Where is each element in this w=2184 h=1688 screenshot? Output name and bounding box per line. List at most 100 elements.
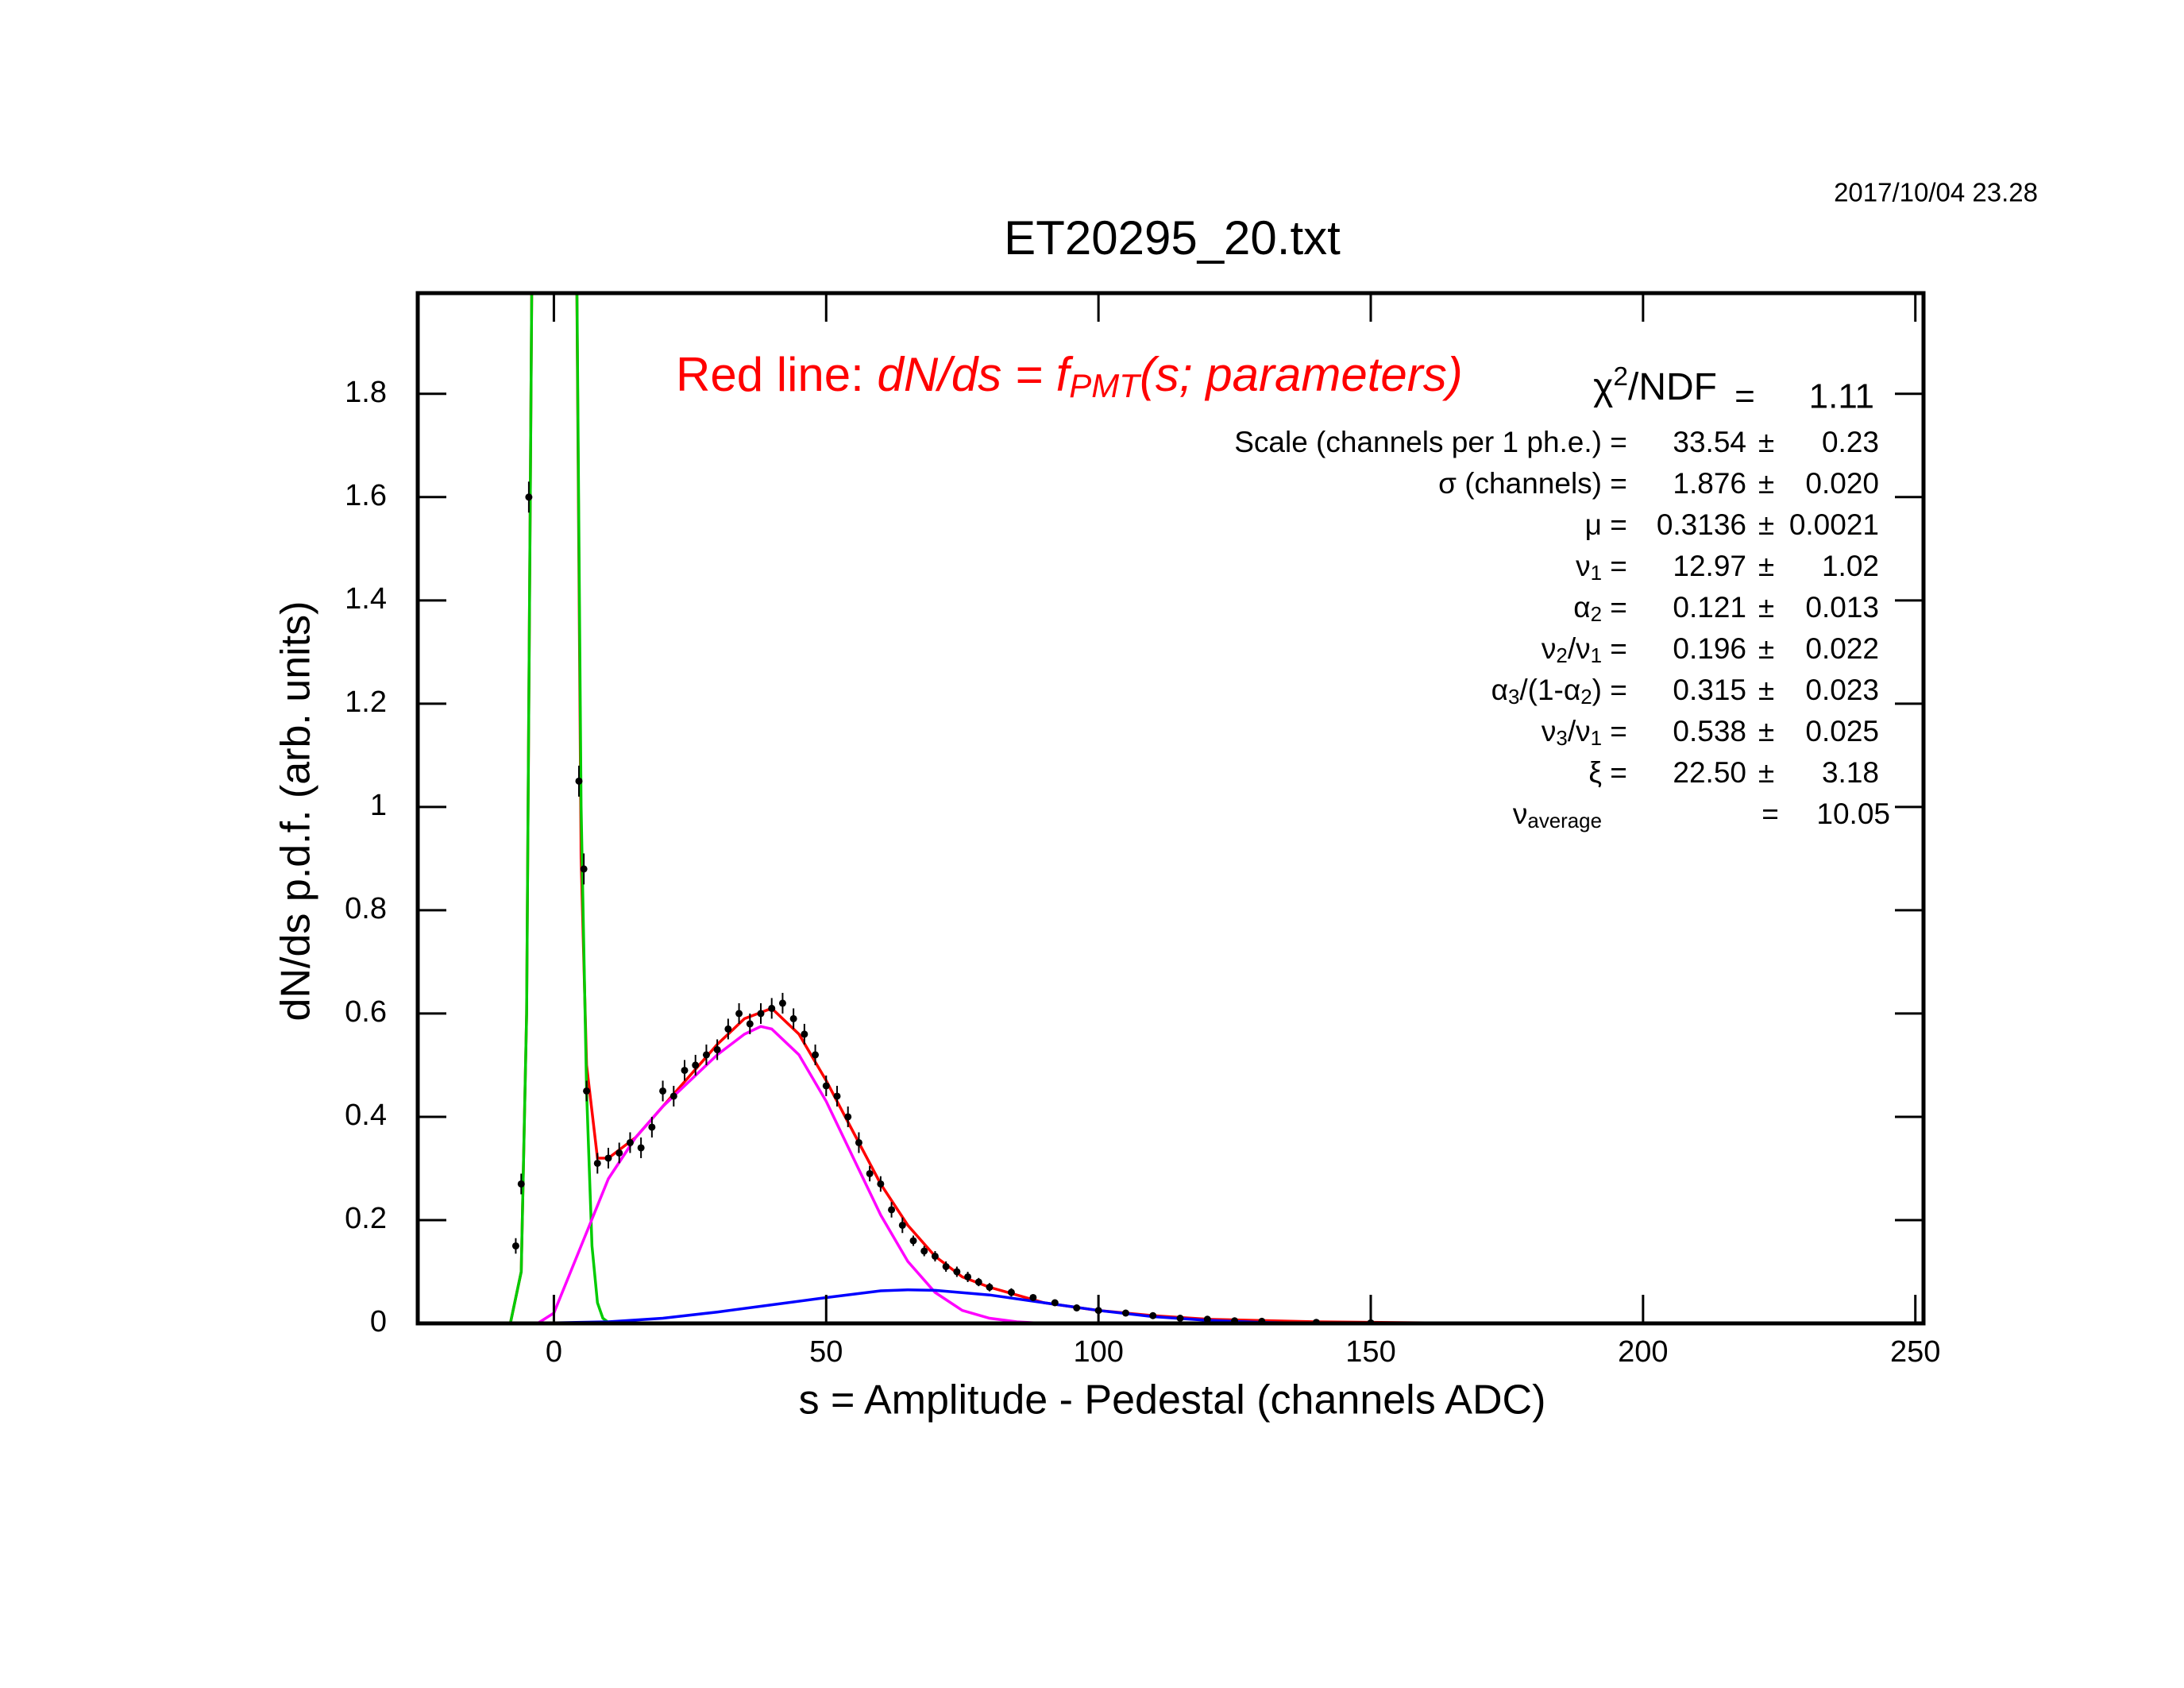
text-part: α (1573, 591, 1590, 624)
data-point (801, 1030, 808, 1038)
parameter-error: 0.025 (1805, 715, 1879, 747)
date: 2017/10/04 23.28 (1834, 178, 2038, 207)
data-point (1029, 1293, 1037, 1301)
parameter-equals: = (1610, 632, 1627, 665)
parameter-name: α3/(1-α2) (1491, 674, 1602, 709)
y-axis-title: dN/ds p.d.f. (arb. units) (273, 601, 319, 1022)
text-part: (s; parameters) (1140, 348, 1463, 401)
y-tick-label: 0.4 (345, 1099, 387, 1132)
data-point (898, 1221, 906, 1229)
parameter-equals: = (1610, 674, 1627, 706)
data-point (833, 1092, 841, 1100)
parameter-name: νaverage (1513, 798, 1602, 832)
data-point (583, 1087, 591, 1095)
parameter-error: 0.0021 (1789, 508, 1879, 541)
parameter-value: 1.876 (1673, 467, 1746, 500)
data-point (789, 1014, 797, 1022)
text-part: /(1-α (1519, 674, 1580, 706)
data-point (953, 1268, 961, 1276)
subscript: 2 (1591, 604, 1602, 626)
parameter-error: 0.023 (1805, 674, 1879, 706)
x-tick-label: 150 (1345, 1335, 1395, 1369)
parameter-equals: = (1610, 715, 1627, 747)
text-part: χ (1593, 366, 1613, 408)
parameter-value: 0.196 (1673, 632, 1746, 665)
data-point (974, 1278, 982, 1286)
plus-minus: ± (1758, 756, 1774, 789)
data-point (735, 1010, 743, 1018)
frame (415, 291, 1926, 1326)
x-tick-label: 0 (546, 1335, 562, 1369)
text-part: /ν (1568, 715, 1591, 747)
data-point (517, 1180, 525, 1188)
data-point (702, 1051, 710, 1059)
data-point (681, 1066, 689, 1074)
fit-curve (536, 1025, 1044, 1323)
chi2-equals: = (1734, 377, 1755, 416)
parameter-value: 12.97 (1673, 550, 1746, 582)
data-point (844, 1113, 852, 1121)
y-tick-label: 1 (370, 789, 387, 822)
subscript: 3 (1508, 686, 1519, 709)
parameter-value: 0.315 (1673, 674, 1746, 706)
data-point (1149, 1311, 1157, 1319)
parameter-value: 10.05 (1816, 798, 1890, 830)
parameter-equals: = (1610, 591, 1627, 624)
parameter-value: 33.54 (1673, 426, 1746, 458)
y-tick-label: 0.6 (345, 995, 387, 1029)
x-tick-label: 100 (1073, 1335, 1123, 1369)
data-point (724, 1025, 732, 1033)
data-point (637, 1144, 645, 1152)
data-point (593, 1159, 601, 1167)
data-point (888, 1206, 896, 1214)
data-point (713, 1045, 721, 1053)
chi2-name: χ2/NDF (1593, 362, 1717, 408)
parameter-value: 22.50 (1673, 756, 1746, 789)
x-tick-label: 50 (809, 1335, 843, 1369)
x-tick-label: 250 (1890, 1335, 1940, 1369)
text-part: /NDF (1628, 366, 1717, 408)
parameter-error: 3.18 (1822, 756, 1879, 789)
parameter-error: 0.23 (1822, 426, 1879, 458)
data-point (511, 1242, 519, 1250)
subscript: 2 (1556, 645, 1567, 667)
text-part: Red line: (676, 348, 877, 401)
subscript: average (1527, 810, 1602, 832)
data-point (580, 865, 588, 873)
fit-curve (508, 293, 1589, 1323)
text-part: σ (channels) (1438, 467, 1602, 500)
subscript: 1 (1591, 645, 1602, 667)
data-point (692, 1061, 700, 1069)
parameter-equals: = (1761, 798, 1779, 830)
data-point (920, 1247, 928, 1255)
parameter-name: ν1 (1576, 550, 1602, 585)
plus-minus: ± (1758, 467, 1774, 500)
plus-minus: ± (1758, 632, 1774, 665)
text-part: Scale (channels per 1 ph.e.) (1234, 426, 1602, 458)
x-tick-label: 200 (1618, 1335, 1668, 1369)
parameter-value: 0.3136 (1657, 508, 1746, 541)
data-point (669, 1092, 677, 1100)
subscript: 1 (1591, 728, 1602, 750)
parameter-equals: = (1610, 426, 1627, 458)
parameter-equals: = (1610, 467, 1627, 500)
data-point (778, 999, 786, 1007)
text-part: /ν (1568, 632, 1591, 665)
parameter-equals: = (1610, 756, 1627, 789)
data-point (812, 1051, 820, 1059)
data-point (1007, 1288, 1015, 1296)
subscript: PMT (1069, 367, 1142, 404)
y-tick-label: 0 (370, 1305, 387, 1338)
plus-minus: ± (1758, 426, 1774, 458)
text-part: ν (1542, 632, 1557, 665)
data-point (1051, 1299, 1059, 1307)
data-point (659, 1087, 667, 1095)
text-part: μ (1585, 508, 1602, 541)
data-point (931, 1252, 939, 1260)
x-axis-title: s = Amplitude - Pedestal (channels ADC) (799, 1377, 1546, 1423)
parameter-name: Scale (channels per 1 ph.e.) (1234, 426, 1602, 458)
supscript: 2 (1613, 362, 1628, 392)
text-part: α (1491, 674, 1508, 706)
fit-curve (527, 1288, 1317, 1323)
